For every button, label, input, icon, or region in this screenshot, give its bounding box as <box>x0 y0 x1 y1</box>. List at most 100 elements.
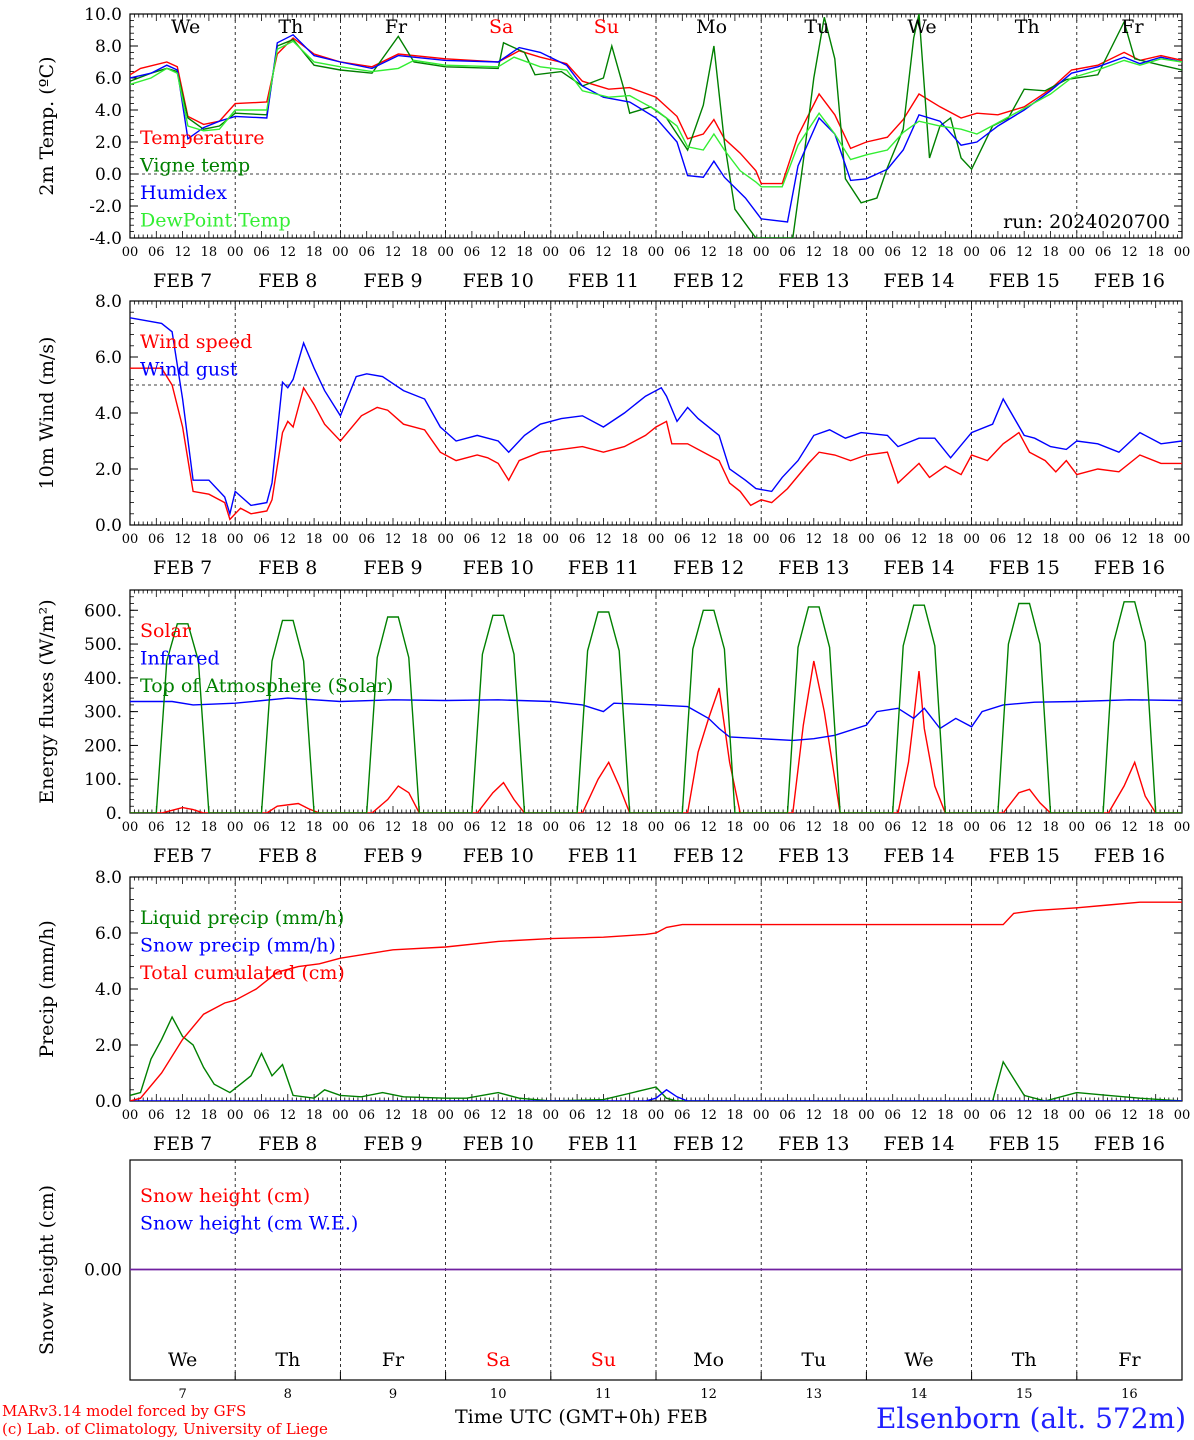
hour-tick-label: 00 <box>963 820 980 835</box>
panel-frame-wind <box>129 300 1183 526</box>
legend-entry: Snow height (cm) <box>140 1185 310 1207</box>
hour-tick-label: 00 <box>753 820 770 835</box>
y-tick-label: 4.0 <box>95 404 122 424</box>
date-label: FEB 9 <box>363 845 422 867</box>
legend-entry: Solar <box>140 620 192 642</box>
hour-tick-label: 12 <box>280 532 297 547</box>
hour-tick-label: 18 <box>516 820 533 835</box>
hour-tick-label: 06 <box>674 245 691 260</box>
panel-frame-temperature <box>129 13 1183 239</box>
hour-tick-label: 06 <box>358 245 375 260</box>
hour-tick-label: 18 <box>1042 820 1059 835</box>
date-label: FEB 10 <box>463 557 534 579</box>
hour-tick-label: 00 <box>332 532 349 547</box>
hour-tick-label: 18 <box>937 820 954 835</box>
y-tick-label: 6.0 <box>95 924 122 944</box>
hour-tick-label: 18 <box>937 245 954 260</box>
hour-tick-label: 06 <box>779 820 796 835</box>
date-label: FEB 16 <box>1094 557 1165 579</box>
hour-tick-label: 18 <box>1147 532 1164 547</box>
hour-tick-label: 18 <box>832 1108 849 1123</box>
series-line-liquid-precip-mm-h- <box>130 1015 1182 1101</box>
hour-tick-label: 06 <box>464 1108 481 1123</box>
hour-tick-label: 12 <box>385 820 402 835</box>
series-line-dewpoint-temp <box>130 40 1182 188</box>
hour-tick-label: 18 <box>621 532 638 547</box>
y-tick-label: 6.0 <box>95 69 122 89</box>
hour-tick-label: 12 <box>174 532 191 547</box>
lab-credit: (c) Lab. of Climatology, University of L… <box>2 1420 328 1438</box>
hour-tick-label: 12 <box>490 1108 507 1123</box>
y-tick-label: 8.0 <box>95 868 122 888</box>
hour-tick-label: 00 <box>1069 532 1086 547</box>
hour-tick-label: 00 <box>543 245 560 260</box>
date-label: FEB 15 <box>989 845 1060 867</box>
hour-tick-label: 00 <box>437 532 454 547</box>
hour-tick-label: 18 <box>832 820 849 835</box>
day-number-label: 15 <box>1016 1387 1033 1402</box>
hour-tick-label: 06 <box>1095 820 1112 835</box>
day-number-label: 8 <box>284 1387 292 1402</box>
hour-tick-label: 12 <box>595 245 612 260</box>
hour-tick-label: 12 <box>595 532 612 547</box>
hour-tick-label: 12 <box>1016 245 1033 260</box>
hour-tick-label: 00 <box>332 245 349 260</box>
hour-tick-label: 06 <box>464 532 481 547</box>
hour-tick-label: 00 <box>543 820 560 835</box>
weekday-label: We <box>171 16 200 38</box>
date-label: FEB 12 <box>673 845 744 867</box>
hour-tick-label: 06 <box>990 820 1007 835</box>
y-tick-label: -4.0 <box>89 229 122 249</box>
hour-tick-label: 18 <box>516 1108 533 1123</box>
date-label: FEB 11 <box>568 1133 639 1155</box>
date-label: FEB 9 <box>363 1133 422 1155</box>
hour-tick-label: 00 <box>753 532 770 547</box>
legend-entry: Infrared <box>140 648 220 670</box>
hour-tick-label: 12 <box>1016 532 1033 547</box>
weekday-label: Tu <box>804 16 829 38</box>
hour-tick-label: 06 <box>464 820 481 835</box>
legend-entry: Liquid precip (mm/h) <box>140 907 344 929</box>
hour-tick-label: 00 <box>332 820 349 835</box>
y-tick-label: 500. <box>84 635 122 655</box>
series-line-vigne-temp <box>130 14 1182 238</box>
x-axis-title: Time UTC (GMT+0h) FEB <box>455 1406 708 1428</box>
date-label: FEB 7 <box>153 557 212 579</box>
date-label: FEB 8 <box>258 270 317 292</box>
hour-tick-label: 00 <box>1174 245 1191 260</box>
hour-tick-label: 00 <box>963 532 980 547</box>
hour-tick-label: 00 <box>1069 820 1086 835</box>
date-label: FEB 13 <box>778 845 849 867</box>
hour-tick-label: 00 <box>1069 245 1086 260</box>
hour-tick-label: 18 <box>201 532 218 547</box>
hour-tick-label: 12 <box>1121 820 1138 835</box>
weekday-label: Th <box>278 16 303 38</box>
hour-tick-label: 12 <box>911 532 928 547</box>
hour-tick-label: 06 <box>148 820 165 835</box>
hour-tick-label: 12 <box>280 1108 297 1123</box>
hour-tick-label: 00 <box>753 245 770 260</box>
hour-tick-label: 18 <box>1042 245 1059 260</box>
series-line-snow-precip-mm-h- <box>130 1088 1182 1101</box>
hour-tick-label: 12 <box>806 245 823 260</box>
y-tick-label: 4.0 <box>95 101 122 121</box>
hour-tick-label: 00 <box>543 1108 560 1123</box>
date-label: FEB 15 <box>989 557 1060 579</box>
date-label: FEB 13 <box>778 557 849 579</box>
hour-tick-label: 06 <box>148 245 165 260</box>
date-label: FEB 10 <box>463 1133 534 1155</box>
hour-tick-label: 12 <box>806 532 823 547</box>
hour-tick-label: 18 <box>937 532 954 547</box>
hour-tick-label: 06 <box>569 820 586 835</box>
date-label: FEB 12 <box>673 1133 744 1155</box>
panel-frame-energy <box>129 589 1183 814</box>
hour-tick-label: 00 <box>648 245 665 260</box>
hour-tick-label: 06 <box>779 245 796 260</box>
hour-tick-label: 00 <box>122 1108 139 1123</box>
hour-tick-label: 18 <box>621 1108 638 1123</box>
hour-tick-label: 00 <box>1174 1108 1191 1123</box>
legend-entry: Snow height (cm W.E.) <box>140 1213 358 1235</box>
hour-tick-label: 06 <box>990 1108 1007 1123</box>
legend-entry: Wind speed <box>140 331 252 353</box>
hour-tick-label: 00 <box>963 1108 980 1123</box>
